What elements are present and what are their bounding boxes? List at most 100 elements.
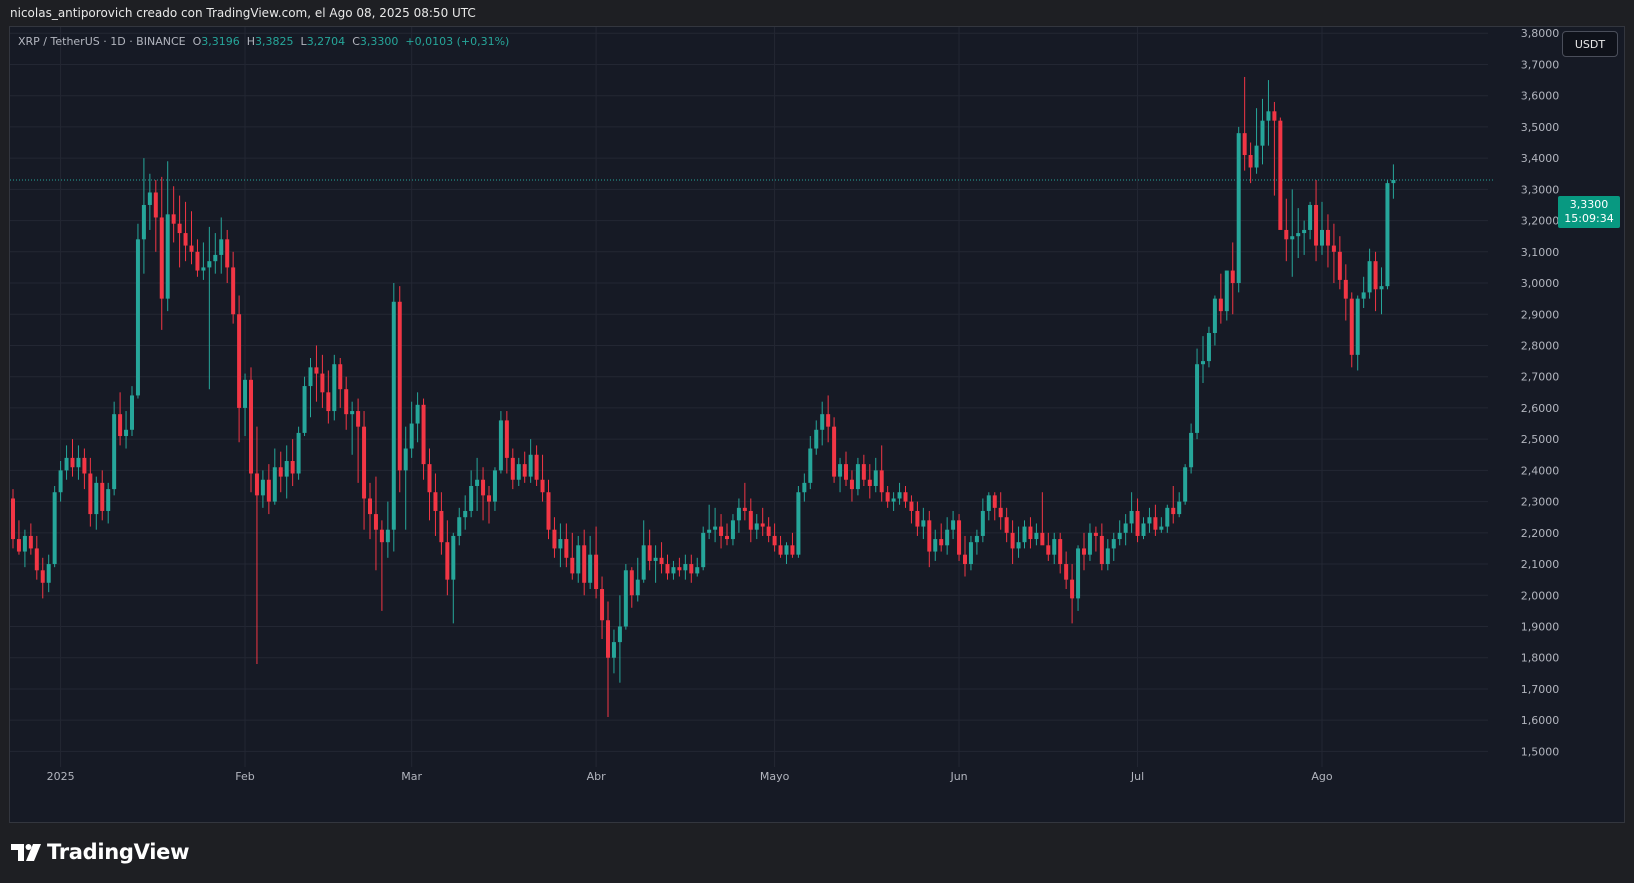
candle-body bbox=[891, 498, 896, 502]
x-tick-label: Jul bbox=[1130, 770, 1144, 783]
candle-body bbox=[1201, 361, 1205, 365]
y-tick-label: 2,2000 bbox=[1521, 527, 1560, 540]
candle-body bbox=[748, 510, 753, 530]
candle-body bbox=[1076, 548, 1081, 599]
candle-body bbox=[1290, 236, 1295, 240]
candle-body bbox=[308, 367, 313, 387]
candle-body bbox=[647, 545, 652, 561]
candlestick-chart[interactable]: 1,5000 1,6000 1,7000 1,8000 1,9000 2,0000 2,10… bbox=[10, 27, 1624, 822]
candle-body bbox=[1117, 532, 1122, 540]
candle-body bbox=[332, 364, 337, 412]
candle-body bbox=[861, 464, 866, 480]
candle-body bbox=[576, 545, 581, 574]
currency-button[interactable]: USDT bbox=[1562, 31, 1618, 57]
candle-body bbox=[439, 510, 444, 543]
y-tick-label: 2,7000 bbox=[1521, 371, 1560, 384]
change-value: +0,0103 (+0,31%) bbox=[405, 35, 510, 48]
candle-body bbox=[594, 554, 599, 590]
candle-body bbox=[832, 426, 837, 477]
candle-body bbox=[147, 192, 152, 205]
candle-body bbox=[1052, 539, 1057, 555]
candle-body bbox=[790, 545, 795, 555]
candle-body bbox=[40, 570, 45, 583]
candle-body bbox=[951, 520, 956, 530]
candle-body bbox=[153, 192, 158, 218]
candle-body bbox=[1165, 507, 1170, 527]
candle-body bbox=[582, 545, 587, 583]
candle-body bbox=[183, 233, 188, 246]
candle-body bbox=[201, 267, 206, 271]
candle-body bbox=[772, 535, 777, 546]
y-tick-label: 3,0000 bbox=[1521, 277, 1560, 290]
plot-background bbox=[10, 27, 1624, 822]
x-tick-label: Feb bbox=[235, 770, 254, 783]
candle-body bbox=[498, 420, 503, 471]
candle-body bbox=[1320, 229, 1324, 246]
y-tick-label: 2,4000 bbox=[1521, 464, 1560, 477]
candle-body bbox=[653, 557, 658, 561]
candle-body bbox=[278, 467, 283, 477]
candle-body bbox=[1195, 364, 1200, 433]
tradingview-logo[interactable]: TradingView bbox=[11, 838, 189, 866]
candle-body bbox=[719, 526, 724, 536]
candle-body bbox=[736, 507, 741, 521]
candle-body bbox=[284, 461, 289, 477]
candle-body bbox=[171, 214, 176, 224]
y-tick-label: 3,8000 bbox=[1521, 27, 1560, 40]
candle-body bbox=[564, 539, 569, 558]
candle-body bbox=[1034, 532, 1039, 540]
candle-body bbox=[885, 492, 890, 502]
symbol-name[interactable]: XRP / TetherUS · 1D · BINANCE bbox=[18, 35, 186, 48]
candle-body bbox=[195, 251, 200, 271]
candle-body bbox=[897, 492, 902, 499]
candle-body bbox=[320, 373, 325, 393]
candle-body bbox=[879, 470, 884, 493]
candle-body bbox=[760, 523, 765, 527]
candle-body bbox=[373, 514, 378, 530]
candle-body bbox=[314, 367, 319, 374]
x-tick-label: Ago bbox=[1311, 770, 1333, 783]
candle-body bbox=[808, 448, 813, 483]
candle-body bbox=[838, 464, 843, 477]
candle-body bbox=[784, 545, 789, 555]
y-tick-label: 3,5000 bbox=[1521, 121, 1560, 134]
candle-body bbox=[617, 626, 622, 643]
candle-body bbox=[766, 526, 771, 536]
candle-body bbox=[963, 554, 967, 565]
candle-body bbox=[802, 482, 807, 493]
candle-body bbox=[1099, 535, 1104, 565]
candle-body bbox=[34, 548, 39, 571]
candle-body bbox=[844, 464, 848, 480]
candle-body bbox=[849, 479, 854, 490]
last-price-tag: 3,3300 15:09:34 bbox=[1558, 196, 1620, 228]
candle-body bbox=[213, 254, 218, 262]
candle-body bbox=[1082, 548, 1086, 555]
candle-body bbox=[290, 461, 295, 474]
close-label: C bbox=[352, 35, 360, 48]
candle-body bbox=[855, 464, 860, 490]
candle-body bbox=[677, 567, 682, 571]
y-tick-label: 3,6000 bbox=[1521, 90, 1560, 103]
candle-body bbox=[1284, 229, 1289, 240]
candle-body bbox=[427, 464, 432, 493]
open-label: O bbox=[192, 35, 202, 48]
candle-body bbox=[118, 414, 123, 437]
y-tick-label: 1,8000 bbox=[1521, 652, 1560, 665]
candle-body bbox=[1147, 517, 1152, 524]
candle-body bbox=[415, 404, 420, 424]
x-tick-label: Mayo bbox=[760, 770, 790, 783]
candle-body bbox=[141, 204, 146, 240]
candle-body bbox=[421, 404, 426, 465]
candle-body bbox=[1046, 545, 1051, 555]
candle-body bbox=[28, 535, 33, 549]
candle-body bbox=[867, 479, 872, 486]
candle-body bbox=[1248, 155, 1253, 168]
y-tick-label: 1,7000 bbox=[1521, 683, 1560, 696]
candle-body bbox=[998, 507, 1003, 518]
candle-body bbox=[1308, 204, 1313, 230]
candle-body bbox=[1206, 332, 1211, 362]
y-tick-label: 2,1000 bbox=[1521, 558, 1560, 571]
candle-body bbox=[933, 539, 938, 552]
candle-body bbox=[52, 492, 57, 565]
candle-body bbox=[391, 301, 396, 530]
